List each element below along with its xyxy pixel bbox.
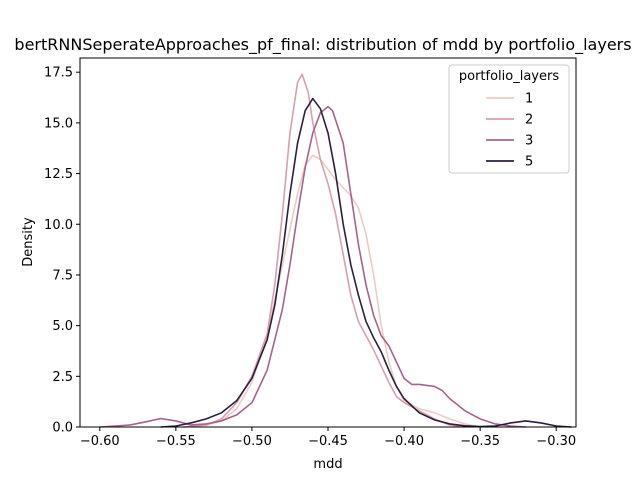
legend-title: portfolio_layers	[459, 69, 559, 84]
legend-label-1: 1	[525, 92, 533, 107]
y-tick-label: 12.5	[44, 167, 73, 182]
x-tick-label: −0.35	[460, 434, 500, 449]
x-tick-label: −0.45	[308, 434, 348, 449]
y-tick-label: 2.5	[52, 370, 73, 385]
y-axis-label: Density	[21, 217, 36, 267]
y-tick-label: 7.5	[52, 268, 73, 283]
y-tick-label: 15.0	[44, 116, 73, 131]
y-axis: 0.0 2.5 5.0 7.5 10.0 12.5 15.0 17.5	[44, 66, 80, 436]
series-line-3	[99, 105, 526, 428]
y-tick-label: 5.0	[52, 319, 73, 334]
legend-label-2: 2	[525, 113, 533, 128]
x-axis: −0.60 −0.55 −0.50 −0.45 −0.40 −0.35 −0.30	[80, 427, 576, 449]
x-tick-label: −0.30	[536, 434, 576, 449]
legend-label-3: 3	[525, 134, 533, 149]
y-tick-label: 17.5	[44, 66, 73, 81]
legend: portfolio_layers 1 2 3 5	[448, 64, 570, 174]
y-tick-label: 10.0	[44, 218, 73, 233]
chart-title: bertRNNSeperateApproaches_pf_final: dist…	[14, 35, 631, 55]
x-axis-label: mdd	[313, 457, 342, 472]
x-tick-label: −0.55	[156, 434, 196, 449]
legend-entries: 1 2 3 5	[486, 92, 533, 170]
legend-label-5: 5	[525, 155, 533, 170]
series-line-2	[183, 73, 466, 428]
x-tick-label: −0.50	[232, 434, 272, 449]
x-tick-label: −0.60	[80, 434, 120, 449]
y-tick-label: 0.0	[52, 421, 73, 436]
x-tick-label: −0.40	[384, 434, 424, 449]
